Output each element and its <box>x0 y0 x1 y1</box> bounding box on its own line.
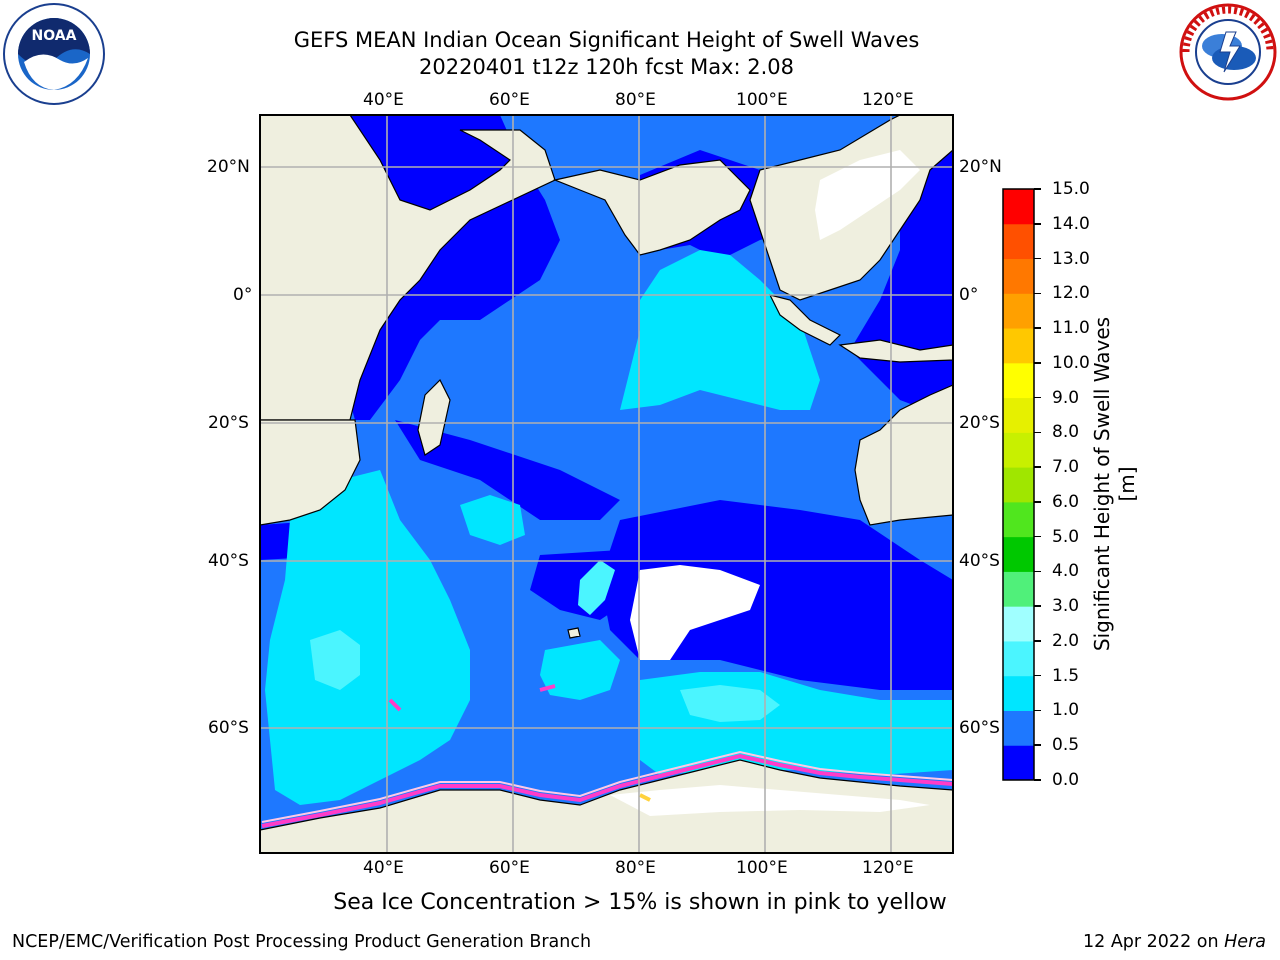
colorbar-tick-label: 2.0 <box>1052 630 1080 651</box>
colorbar-tick-label: 11.0 <box>1052 318 1090 339</box>
colorbar-tick-label: 12.0 <box>1052 283 1090 304</box>
lon-tick-bottom: 40°E <box>363 858 404 878</box>
colorbar-tick-mark <box>1034 674 1041 677</box>
colorbar-tick-mark <box>1034 223 1041 225</box>
footer-date: 12 Apr 2022 on Hera <box>1083 932 1266 952</box>
colorbar-tick-label: 9.0 <box>1052 387 1080 408</box>
lon-tick-bottom: 80°E <box>615 858 656 878</box>
colorbar-tick-label: 1.0 <box>1052 700 1080 721</box>
colorbar-tick-mark <box>1034 709 1041 712</box>
lat-tick-right: 40°S <box>959 551 1000 571</box>
colorbar-segment <box>1003 328 1034 364</box>
colorbar-label: Significant Height of Swell Waves [m] <box>1090 316 1139 652</box>
colorbar-tick-mark <box>1034 292 1041 295</box>
colorbar-tick-mark <box>1034 570 1041 573</box>
colorbar-segment <box>1003 536 1034 572</box>
colorbar-tick-label: 6.0 <box>1052 491 1080 512</box>
colorbar-tick-mark <box>1034 779 1041 781</box>
lat-tick-right: 60°S <box>959 718 1000 738</box>
colorbar-tick-mark <box>1034 327 1041 329</box>
colorbar-segment <box>1003 467 1034 503</box>
lon-tick-top: 40°E <box>363 90 404 110</box>
map-frame <box>259 114 954 854</box>
colorbar-tick-mark <box>1034 257 1041 260</box>
colorbar-tick-label: 0.5 <box>1052 735 1080 756</box>
map-gridlines <box>260 115 953 853</box>
lat-tick-right: 0° <box>959 285 979 305</box>
colorbar-segment <box>1003 640 1034 677</box>
lon-tick-top: 60°E <box>489 90 530 110</box>
lon-tick-bottom: 120°E <box>862 858 914 878</box>
noaa-logo-text: NOAA <box>32 28 77 44</box>
colorbar-tick-label: 4.0 <box>1052 561 1080 582</box>
lat-tick-left: 0° <box>233 285 253 305</box>
map-title: GEFS MEAN Indian Ocean Significant Heigh… <box>293 28 920 52</box>
colorbar-tick-mark <box>1034 744 1041 746</box>
colorbar-segment <box>1003 710 1034 746</box>
colorbar-tick-label: 15.0 <box>1052 179 1090 199</box>
lat-tick-left: 20°S <box>208 413 249 433</box>
lon-tick-top: 120°E <box>862 90 914 110</box>
colorbar-tick-mark <box>1034 362 1041 364</box>
colorbar-tick-mark <box>1034 605 1041 607</box>
colorbar-segment <box>1003 606 1034 642</box>
lat-tick-right: 20°N <box>959 157 1002 177</box>
colorbar-segment <box>1003 571 1034 607</box>
colorbar-tick-label: 10.0 <box>1052 352 1090 373</box>
colorbar-tick-label: 13.0 <box>1052 248 1090 269</box>
colorbar-tick-label: 5.0 <box>1052 526 1080 547</box>
colorbar-segment <box>1003 745 1034 781</box>
colorbar-tick-mark <box>1034 431 1041 434</box>
lon-tick-bottom: 60°E <box>489 858 530 878</box>
colorbar-tick-mark <box>1034 396 1041 399</box>
map-subtitle: 20220401 t12z 120h fcst Max: 2.08 <box>419 55 794 79</box>
lon-tick-bottom: 100°E <box>736 858 788 878</box>
high-swell-region <box>310 560 780 722</box>
national-weather-service-logo-icon <box>1179 3 1277 101</box>
lat-tick-left: 20°N <box>207 157 250 177</box>
sea-ice-edge <box>261 684 953 828</box>
map-caption: Sea Ice Concentration > 15% is shown in … <box>333 890 947 915</box>
colorbar-tick-label: 3.0 <box>1052 596 1080 617</box>
colorbar-segment <box>1003 397 1034 433</box>
colorbar-segment <box>1003 362 1034 399</box>
colorbar-tick-label: 7.0 <box>1052 457 1080 478</box>
footer-host: Hera <box>1224 932 1266 952</box>
lat-tick-left: 60°S <box>208 718 249 738</box>
colorbar-tick-label: 0.0 <box>1052 770 1080 790</box>
colorbar-tick-mark <box>1034 188 1041 190</box>
colorbar-segment <box>1003 223 1034 260</box>
colorbar-segment <box>1003 189 1034 225</box>
colorbar-segment <box>1003 501 1034 538</box>
colorbar-tick-mark <box>1034 501 1041 503</box>
colorbar-segment <box>1003 675 1034 711</box>
colorbar <box>1002 188 1035 781</box>
lon-tick-top: 100°E <box>736 90 788 110</box>
lon-tick-top: 80°E <box>615 90 656 110</box>
missing-data-region <box>610 150 930 816</box>
colorbar-tick-label: 1.5 <box>1052 665 1080 686</box>
colorbar-segment <box>1003 258 1034 294</box>
colorbar-tick-label: 8.0 <box>1052 422 1080 443</box>
colorbar-tick-mark <box>1034 466 1041 468</box>
colorbar-tick-label: 14.0 <box>1052 213 1090 234</box>
moderate-swell-region <box>265 250 953 805</box>
footer-credit: NCEP/EMC/Verification Post Processing Pr… <box>12 932 592 952</box>
colorbar-tick-mark <box>1034 535 1041 538</box>
footer-date-text: 12 Apr 2022 on <box>1083 932 1225 952</box>
lat-tick-left: 40°S <box>208 551 249 571</box>
colorbar-tick-mark <box>1034 640 1041 642</box>
colorbar-segment <box>1003 293 1034 329</box>
lat-tick-right: 20°S <box>959 413 1000 433</box>
colorbar-segment <box>1003 432 1034 468</box>
noaa-logo-icon: NOAA <box>3 3 105 105</box>
